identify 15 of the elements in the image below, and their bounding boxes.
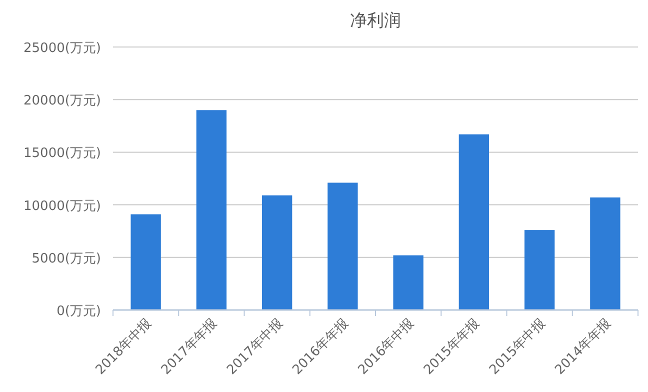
y-tick-label: 20000(万元) xyxy=(24,94,101,109)
bar xyxy=(524,230,555,310)
y-tick-label: 10000(万元) xyxy=(24,198,101,214)
y-tick-label: 5000(万元) xyxy=(32,251,101,266)
bar xyxy=(196,110,227,310)
chart-title: 净利润 xyxy=(350,11,401,31)
bar xyxy=(130,214,161,310)
y-tick-label: 25000(万元) xyxy=(24,41,101,56)
bar xyxy=(262,195,292,310)
y-tick-label: 15000(万元) xyxy=(24,146,101,162)
bar xyxy=(590,197,620,310)
bar xyxy=(328,182,358,310)
y-tick-label: 0(万元) xyxy=(56,304,101,319)
bar xyxy=(458,134,490,310)
bar xyxy=(393,255,424,310)
